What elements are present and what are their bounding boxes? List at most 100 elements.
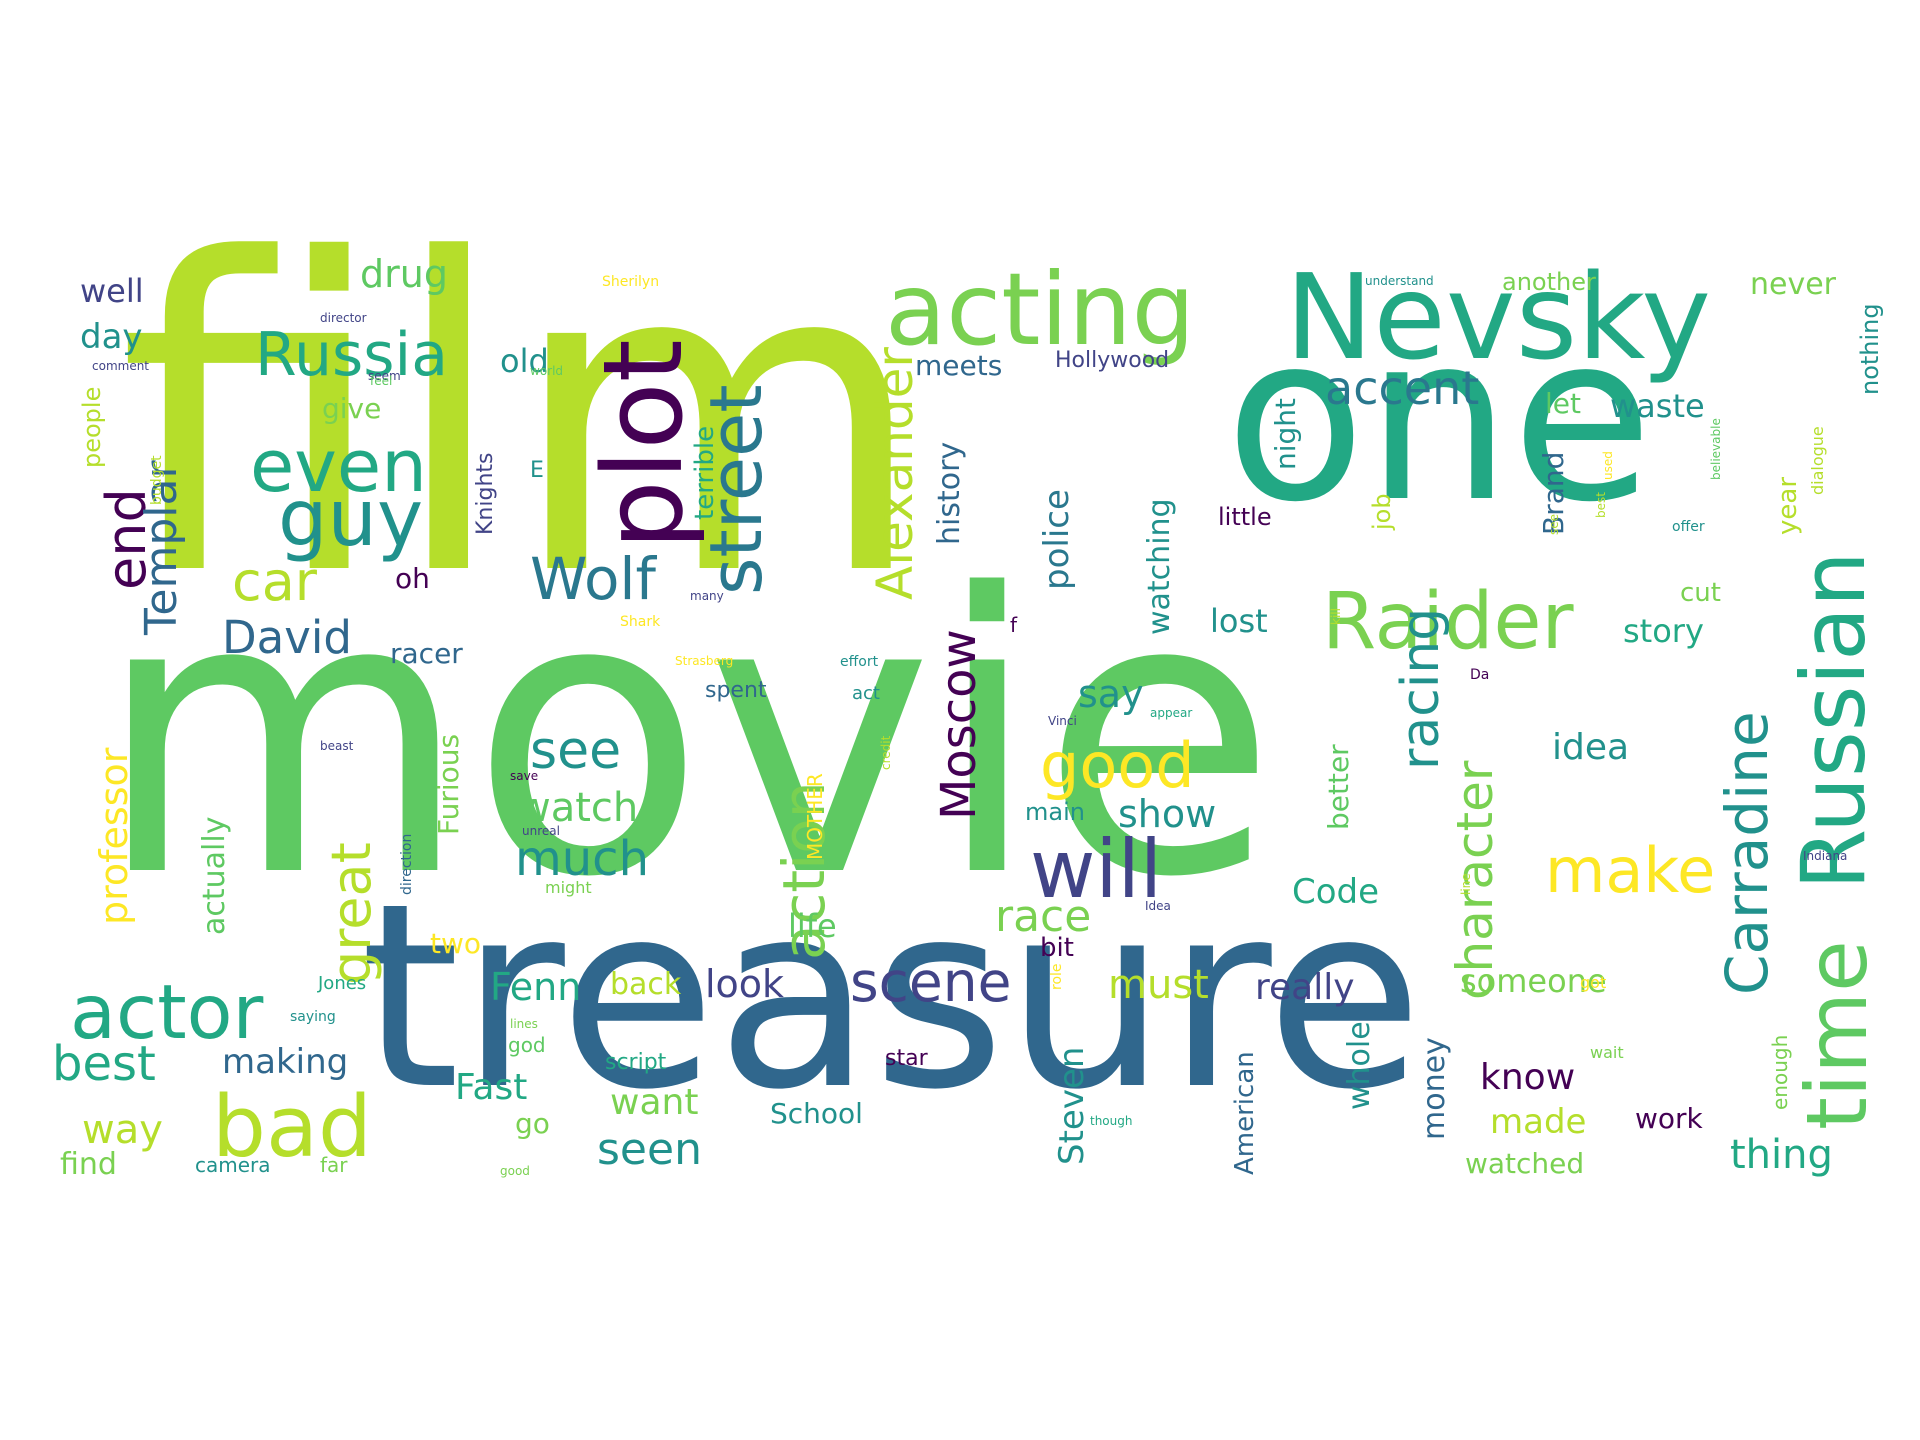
word-wait: wait xyxy=(1590,1043,1624,1062)
word-really: really xyxy=(1255,967,1355,1008)
word-best2: best xyxy=(1594,492,1608,518)
word-enough: enough xyxy=(1768,1034,1792,1110)
word-world: world xyxy=(530,364,564,378)
word-believable: believable xyxy=(1709,418,1723,480)
word-david: David xyxy=(222,611,352,664)
word-line: line xyxy=(1459,873,1473,895)
word-thing: thing xyxy=(1730,1132,1833,1178)
word-made: made xyxy=(1490,1102,1587,1142)
word-racer: racer xyxy=(390,637,463,670)
word-go: go xyxy=(515,1107,550,1140)
word-accent: accent xyxy=(1325,361,1480,415)
word-year: year xyxy=(1773,476,1803,535)
word-hollywood: Hollywood xyxy=(1055,348,1170,373)
word-cut: cut xyxy=(1680,578,1721,608)
word-moscow: Moscow xyxy=(931,629,987,820)
word-give: give xyxy=(322,392,382,425)
word-russia: Russia xyxy=(255,320,448,390)
word-making: making xyxy=(222,1042,349,1082)
word-used: used xyxy=(1601,451,1615,480)
word-bit: bit xyxy=(1040,933,1074,963)
word-little: little xyxy=(1218,503,1272,531)
word-mother: MOTHER xyxy=(803,773,827,860)
word-many: many xyxy=(690,589,724,603)
word-indiana: Indiana xyxy=(1803,849,1848,863)
word-much: much xyxy=(515,831,649,887)
word-make: make xyxy=(1545,834,1716,907)
word-steven: Steven xyxy=(1052,1046,1092,1165)
word-better: better xyxy=(1322,744,1355,830)
word-watched: watched xyxy=(1465,1147,1585,1180)
word-carradine: Carradine xyxy=(1713,711,1781,995)
word-professor: professor xyxy=(92,747,136,925)
word-bad: bad xyxy=(212,1078,372,1177)
word-idea2: Idea xyxy=(1145,899,1171,913)
word-way: way xyxy=(82,1107,163,1153)
word-beast: beast xyxy=(320,739,354,753)
word-meets: meets xyxy=(915,349,1003,382)
word-lost: lost xyxy=(1210,602,1268,640)
word-time: time xyxy=(1788,940,1886,1130)
word-star: star xyxy=(885,1046,928,1071)
word-strasberg: Strasberg xyxy=(675,654,734,668)
word-nevsky: Nevsky xyxy=(1285,248,1712,386)
word-never: never xyxy=(1750,267,1837,302)
word-waste: waste xyxy=(1610,387,1705,425)
word-credit: credit xyxy=(879,735,893,770)
word-job: job xyxy=(1368,493,1396,530)
word-plot: plot xyxy=(579,339,707,550)
word-alexander: Alexander xyxy=(866,347,924,600)
word-american: American xyxy=(1230,1051,1260,1175)
word-shark: Shark xyxy=(620,614,661,630)
word-treasure: treasure xyxy=(360,849,1423,1146)
word-f: f xyxy=(1010,613,1018,637)
word-dialogue: dialogue xyxy=(1808,426,1827,495)
word-best: best xyxy=(52,1036,156,1092)
word-camera: camera xyxy=(195,1153,271,1177)
word-kill: kill xyxy=(1329,608,1343,625)
word-someone: someone xyxy=(1460,962,1607,1000)
word-want: want xyxy=(610,1082,699,1123)
word-nothing: nothing xyxy=(1856,303,1884,395)
word-actor: actor xyxy=(70,968,264,1056)
word-fast: Fast xyxy=(455,1067,528,1108)
word-actually: actually xyxy=(197,816,232,935)
word-one: one xyxy=(1225,286,1653,553)
word-e: E xyxy=(530,458,544,483)
word-direction: direction xyxy=(399,833,415,895)
word-will: will xyxy=(1030,823,1163,916)
word-offer: offer xyxy=(1672,519,1705,535)
word-oh: oh xyxy=(395,562,430,595)
word-school: School xyxy=(770,1097,863,1130)
word-film: film xyxy=(118,170,928,670)
word-comment: comment xyxy=(92,359,150,373)
word-got: got xyxy=(1580,973,1607,992)
word-another: another xyxy=(1502,268,1596,296)
word-vinci: Vinci xyxy=(1048,714,1077,728)
word-good: good xyxy=(1040,729,1195,802)
word-police: police xyxy=(1037,489,1077,590)
word-good2: good xyxy=(500,1164,530,1178)
word-role: role xyxy=(1049,963,1065,990)
word-scene: scene xyxy=(850,950,1012,1014)
word-understand: understand xyxy=(1365,274,1434,288)
word-act: act xyxy=(852,683,880,704)
word-code: Code xyxy=(1292,872,1380,912)
word-main: main xyxy=(1025,798,1085,826)
word-knights: Knights xyxy=(473,452,498,535)
word-day: day xyxy=(80,317,143,357)
word-people: people xyxy=(78,386,106,468)
word-two: two xyxy=(430,927,482,960)
word-find: find xyxy=(60,1147,117,1182)
word-work: work xyxy=(1635,1102,1703,1135)
word-feel: feel xyxy=(370,374,393,388)
word-furious: Furious xyxy=(432,733,465,835)
word-look: look xyxy=(705,962,785,1006)
word-money: money xyxy=(1417,1037,1452,1140)
word-might: might xyxy=(545,878,592,897)
word-let: let xyxy=(1545,387,1581,420)
word-old: old xyxy=(500,342,549,380)
word-whole: whole xyxy=(1342,1021,1377,1110)
word-racing: racing xyxy=(1391,607,1451,770)
